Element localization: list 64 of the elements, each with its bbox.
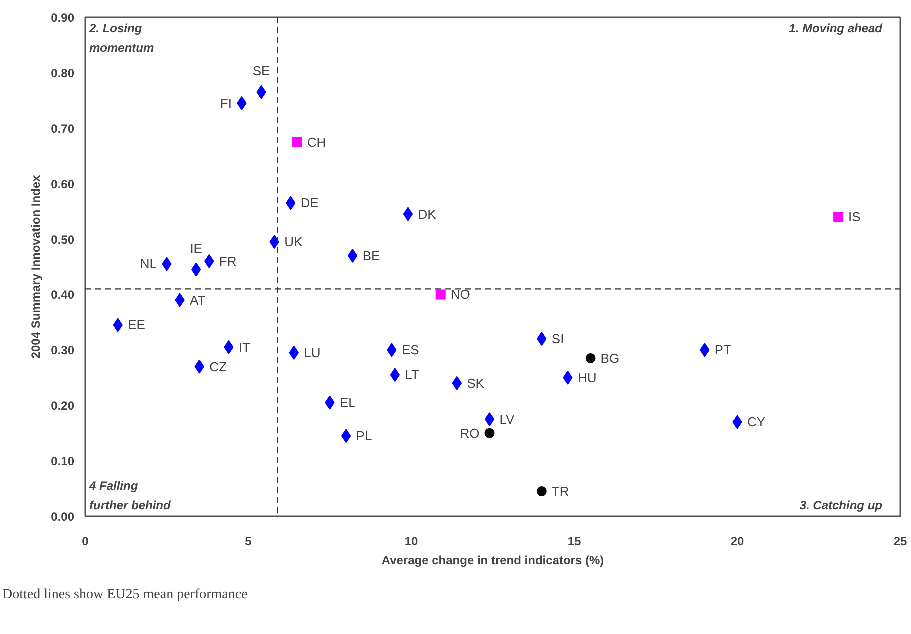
y-tick-label: 0.70: [51, 122, 75, 136]
annotation: TR: [552, 484, 570, 500]
annotation: 1. Moving ahead: [789, 22, 884, 36]
annotation: IE: [190, 240, 203, 256]
point: [536, 486, 547, 497]
y-tick-label: 0.60: [51, 177, 75, 192]
x-tick-label: 5: [245, 534, 252, 548]
x-tick-label: 25: [894, 534, 908, 548]
point: [484, 428, 495, 438]
annotation: IS: [848, 210, 862, 225]
point: [348, 248, 358, 263]
annotation: FR: [219, 254, 237, 269]
annotation: CY: [748, 414, 766, 430]
annotation: AT: [190, 292, 206, 308]
annotation: NO: [450, 287, 470, 302]
annotation: LU: [304, 345, 321, 360]
annotation: BE: [362, 248, 380, 264]
annotation: CZ: [210, 359, 227, 374]
point: [390, 368, 400, 382]
y-tick-label: 0.50: [51, 232, 75, 247]
annotation: ES: [402, 342, 420, 358]
text: Dotted lines show EU25 mean performance: [2, 588, 248, 602]
y-tick-label: 0.40: [51, 288, 75, 302]
annotation: RO: [460, 426, 480, 441]
point: [403, 207, 414, 222]
y-axis-title: 2004 Summary Innovation Index: [29, 174, 44, 359]
y-tick-label: 0.80: [51, 66, 75, 80]
point: [436, 290, 446, 300]
point: [586, 353, 596, 364]
x-tick-label: 10: [404, 534, 418, 548]
x-tick-label: 20: [730, 534, 744, 548]
annotation: LT: [405, 368, 420, 383]
annotation: DK: [418, 206, 437, 222]
annotation: SI: [552, 332, 564, 347]
x-tick-label: 15: [568, 534, 582, 548]
annotation: CH: [307, 134, 326, 150]
y-tick-label: 0.10: [51, 454, 75, 469]
y-tick-label: 0.00: [51, 510, 75, 524]
annotation: DE: [300, 196, 320, 211]
annotation: 4 Falling further behind: [88, 478, 172, 512]
y-tick-label: 0.20: [51, 399, 75, 414]
annotation: HU: [578, 370, 597, 386]
annotation: PT: [714, 342, 732, 358]
annotation: 2. Losing momentum: [88, 22, 154, 56]
annotation: NL: [140, 256, 158, 272]
annotation: UK: [284, 234, 303, 250]
annotation: PL: [356, 428, 372, 444]
annotation: IT: [238, 340, 251, 355]
annotation: LV: [500, 412, 516, 427]
x-tick-label: 0: [82, 534, 90, 548]
annotation: EL: [340, 395, 356, 410]
annotation: EE: [128, 318, 146, 333]
point: [484, 412, 495, 426]
annotation: SK: [467, 376, 485, 391]
point: [292, 137, 302, 148]
point: [834, 212, 844, 222]
annotation: 3. Catching up: [800, 498, 882, 512]
annotation: BG: [600, 350, 620, 366]
x-axis-title: Average change in trend indicators (%): [382, 554, 604, 568]
annotation: FI: [220, 96, 232, 111]
annotation: SE: [252, 63, 271, 78]
point: [341, 429, 352, 444]
y-tick-label: 0.90: [51, 11, 75, 25]
y-tick-label: 0.30: [51, 344, 75, 358]
